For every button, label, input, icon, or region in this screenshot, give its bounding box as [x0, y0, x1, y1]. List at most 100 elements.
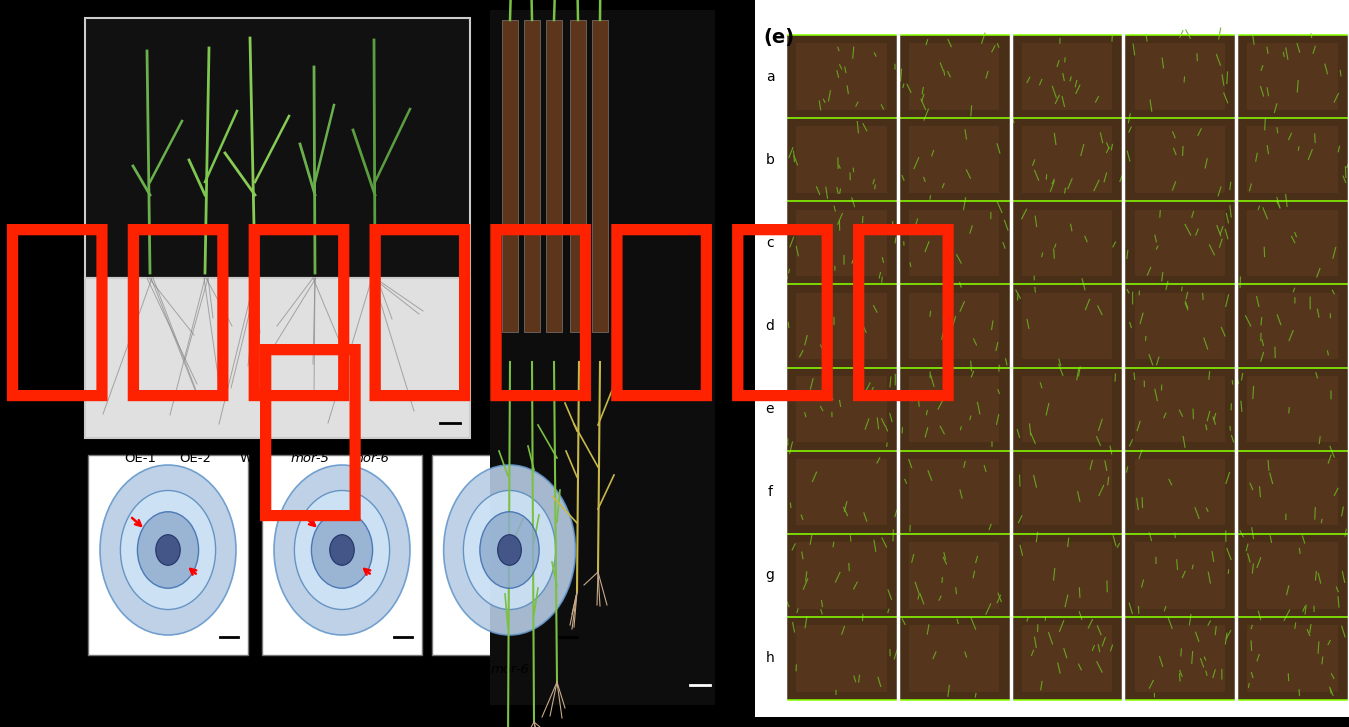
- Ellipse shape: [294, 491, 390, 609]
- Ellipse shape: [155, 534, 181, 566]
- Bar: [88, 455, 248, 655]
- Bar: [85, 278, 469, 438]
- Text: mor-5: mor-5: [290, 452, 329, 465]
- Bar: [796, 459, 886, 526]
- Bar: [1236, 451, 1349, 534]
- Ellipse shape: [329, 534, 355, 566]
- Bar: [546, 20, 563, 332]
- Text: mor-5: mor-5: [1159, 716, 1201, 727]
- Ellipse shape: [100, 465, 236, 635]
- Text: mor-5: mor-5: [561, 717, 595, 727]
- Bar: [898, 201, 1010, 284]
- Bar: [796, 44, 886, 110]
- Bar: [1010, 534, 1124, 617]
- Ellipse shape: [444, 465, 576, 635]
- Bar: [1135, 376, 1225, 442]
- Bar: [1135, 126, 1225, 193]
- Bar: [909, 542, 1000, 608]
- Bar: [1124, 35, 1236, 118]
- Bar: [1236, 118, 1349, 201]
- Bar: [796, 209, 886, 276]
- Text: mor-6: mor-6: [1272, 716, 1313, 727]
- Bar: [1124, 451, 1236, 534]
- Bar: [1023, 376, 1112, 442]
- Bar: [785, 617, 898, 700]
- Ellipse shape: [274, 465, 410, 635]
- Bar: [796, 293, 886, 359]
- Bar: [909, 126, 1000, 193]
- Bar: [1023, 459, 1112, 526]
- Bar: [1124, 617, 1236, 700]
- Text: OE-2: OE-2: [938, 716, 971, 727]
- Bar: [1010, 451, 1124, 534]
- Text: e: e: [766, 402, 774, 416]
- Bar: [785, 534, 898, 617]
- Bar: [1135, 293, 1225, 359]
- Bar: [898, 368, 1010, 451]
- Text: g: g: [766, 569, 774, 582]
- Bar: [1010, 368, 1124, 451]
- Bar: [1248, 376, 1338, 442]
- Bar: [785, 201, 898, 284]
- Bar: [1124, 368, 1236, 451]
- Bar: [898, 617, 1010, 700]
- Bar: [785, 451, 898, 534]
- Bar: [1248, 459, 1338, 526]
- Bar: [909, 209, 1000, 276]
- Bar: [1010, 201, 1124, 284]
- Bar: [785, 35, 898, 118]
- Text: 报: 报: [250, 332, 371, 528]
- Bar: [1236, 284, 1349, 368]
- Bar: [1023, 542, 1112, 608]
- Bar: [1248, 44, 1338, 110]
- Bar: [909, 376, 1000, 442]
- Bar: [1135, 459, 1225, 526]
- Text: mor-6: mor-6: [583, 717, 618, 727]
- Text: mor-6: mor-6: [351, 452, 390, 465]
- Text: OE-1: OE-1: [152, 663, 183, 676]
- Bar: [909, 459, 1000, 526]
- Text: c: c: [766, 236, 774, 250]
- Text: WT: WT: [332, 663, 352, 676]
- Bar: [85, 18, 469, 278]
- Bar: [1135, 209, 1225, 276]
- Bar: [592, 20, 608, 332]
- Bar: [1248, 126, 1338, 193]
- Bar: [909, 44, 1000, 110]
- Bar: [502, 20, 518, 332]
- Bar: [796, 126, 886, 193]
- Ellipse shape: [120, 491, 216, 609]
- Ellipse shape: [480, 512, 540, 588]
- Bar: [1124, 534, 1236, 617]
- Text: WT: WT: [545, 717, 564, 727]
- Text: OE-1: OE-1: [495, 717, 525, 727]
- Bar: [1023, 126, 1112, 193]
- Bar: [1135, 44, 1225, 110]
- Bar: [909, 625, 1000, 691]
- Bar: [1010, 118, 1124, 201]
- Bar: [898, 534, 1010, 617]
- Bar: [898, 118, 1010, 201]
- Bar: [1236, 35, 1349, 118]
- Bar: [1135, 625, 1225, 691]
- Bar: [785, 118, 898, 201]
- Text: f: f: [768, 485, 773, 499]
- Bar: [796, 542, 886, 608]
- Text: WT: WT: [239, 452, 260, 465]
- Text: (e): (e): [764, 28, 795, 47]
- Bar: [1248, 293, 1338, 359]
- Bar: [796, 376, 886, 442]
- Bar: [523, 20, 540, 332]
- Bar: [785, 368, 898, 451]
- Text: d: d: [766, 319, 774, 333]
- Bar: [1010, 617, 1124, 700]
- Bar: [1236, 201, 1349, 284]
- Text: 天文学术报告，学术: 天文学术报告，学术: [0, 212, 965, 408]
- Bar: [1248, 209, 1338, 276]
- Bar: [262, 455, 422, 655]
- Bar: [1236, 617, 1349, 700]
- Bar: [1236, 368, 1349, 451]
- Text: OE-2: OE-2: [179, 452, 210, 465]
- Bar: [1010, 35, 1124, 118]
- Bar: [1023, 625, 1112, 691]
